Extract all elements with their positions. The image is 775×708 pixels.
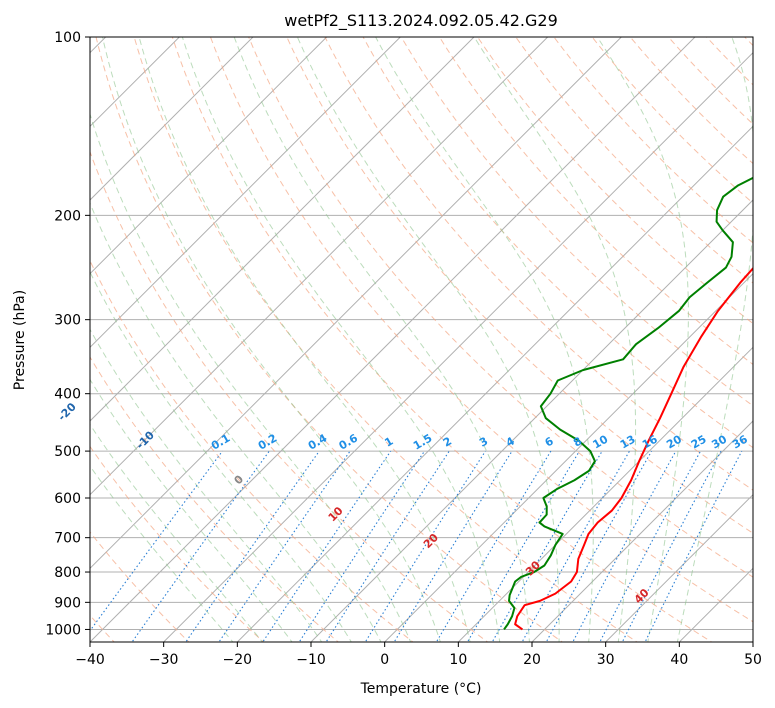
x-tick-label: −20 <box>223 652 253 668</box>
moist-adiabat <box>90 465 234 642</box>
moist-adiabat <box>90 201 382 642</box>
mixing-ratio-line <box>599 450 702 642</box>
dry-adiabat <box>90 150 489 642</box>
isotherm-gridline <box>90 37 475 422</box>
dewpoint-profile-line <box>503 176 753 631</box>
mixing-ratio-line <box>325 450 450 642</box>
x-axis-ticks: −40 −30 −20 −10 0 10 20 30 40 50 <box>75 642 762 668</box>
dry-adiabat <box>90 445 265 642</box>
mixing-ratio-line <box>364 450 486 642</box>
dry-adiabat-label: -30 <box>0 361 1 384</box>
isotherm-gridline <box>752 641 753 642</box>
chart-title: wetPf2_S113.2024.092.05.42.G29 <box>284 11 558 31</box>
moist-adiabat <box>676 37 753 642</box>
isotherm-gridline <box>310 199 753 642</box>
y-tick-label: 900 <box>54 595 81 611</box>
moist-adiabat <box>181 37 501 642</box>
mixing-ratio-line <box>262 450 392 642</box>
sounding-series <box>503 176 753 631</box>
y-axis-label: Pressure (hPa) <box>12 290 28 390</box>
moist-adiabat <box>296 37 560 642</box>
isotherm-gridline <box>605 493 753 642</box>
isotherm-gridline <box>90 37 549 496</box>
isotherm-gridline <box>90 37 401 349</box>
x-tick-label: 50 <box>744 652 762 668</box>
background-lines <box>90 24 775 645</box>
dry-adiabat <box>770 24 775 645</box>
y-tick-label: 200 <box>54 208 81 224</box>
x-axis-label: Temperature (°C) <box>360 681 482 697</box>
dry-adiabat <box>90 259 414 642</box>
plot-frame <box>89 36 754 643</box>
y-tick-label: 600 <box>54 491 81 507</box>
dry-adiabat <box>95 37 564 642</box>
mixing-ratio-line <box>572 450 677 642</box>
isotherm-gridline <box>531 420 753 642</box>
x-tick-label: 30 <box>597 652 615 668</box>
mixing-ratio-line <box>131 450 270 642</box>
dry-adiabat-label: -20 <box>56 400 79 423</box>
dry-adiabat <box>133 37 638 642</box>
moist-adiabat <box>473 37 637 642</box>
y-axis-ticks: 100 200 300 400 500 600 700 800 900 1000 <box>45 30 90 638</box>
moist-adiabat <box>233 37 530 642</box>
isotherm-gridline <box>384 272 753 642</box>
x-tick-label: −30 <box>149 652 179 668</box>
y-tick-label: 700 <box>54 531 81 547</box>
mixing-ratio-line <box>466 450 580 642</box>
x-tick-label: 20 <box>523 652 541 668</box>
moist-adiabat <box>90 270 352 642</box>
mixing-ratio-line <box>90 450 223 632</box>
mixing-ratio-line <box>393 450 513 642</box>
moist-adiabat <box>90 112 412 642</box>
x-tick-label: −10 <box>296 652 326 668</box>
y-tick-label: 100 <box>54 30 81 46</box>
isotherm-gridline <box>236 125 753 642</box>
isotherm-gridline <box>163 51 753 642</box>
x-tick-label: 0 <box>380 652 389 668</box>
x-tick-label: 40 <box>670 652 688 668</box>
isotherm-gridline <box>457 346 753 642</box>
moist-adiabat <box>90 328 323 642</box>
moist-adiabat <box>375 37 594 642</box>
plot-background <box>90 37 753 642</box>
y-tick-label: 400 <box>54 387 81 403</box>
moist-adiabat <box>101 37 441 642</box>
y-tick-label: 500 <box>54 444 81 460</box>
mixing-ratio-line <box>218 450 351 642</box>
x-tick-label: 10 <box>449 652 467 668</box>
mixing-ratio-line <box>298 450 425 642</box>
moist-adiabat <box>596 37 689 642</box>
isotherm-gridline <box>90 37 328 275</box>
isotherm-gridline <box>90 37 622 570</box>
temperature-profile-line <box>514 266 753 631</box>
y-tick-label: 800 <box>54 565 81 581</box>
mixing-ratio-line <box>621 450 722 642</box>
y-tick-label: 1000 <box>45 622 81 638</box>
x-tick-label: −40 <box>75 652 105 668</box>
moist-adiabat <box>90 423 264 642</box>
moist-adiabat <box>90 378 293 642</box>
dry-adiabat <box>209 37 753 623</box>
isotherm-gridline <box>90 37 254 201</box>
isotherm-gridline <box>90 37 696 642</box>
y-tick-label: 300 <box>54 313 81 329</box>
mixing-ratio-line <box>185 450 320 642</box>
